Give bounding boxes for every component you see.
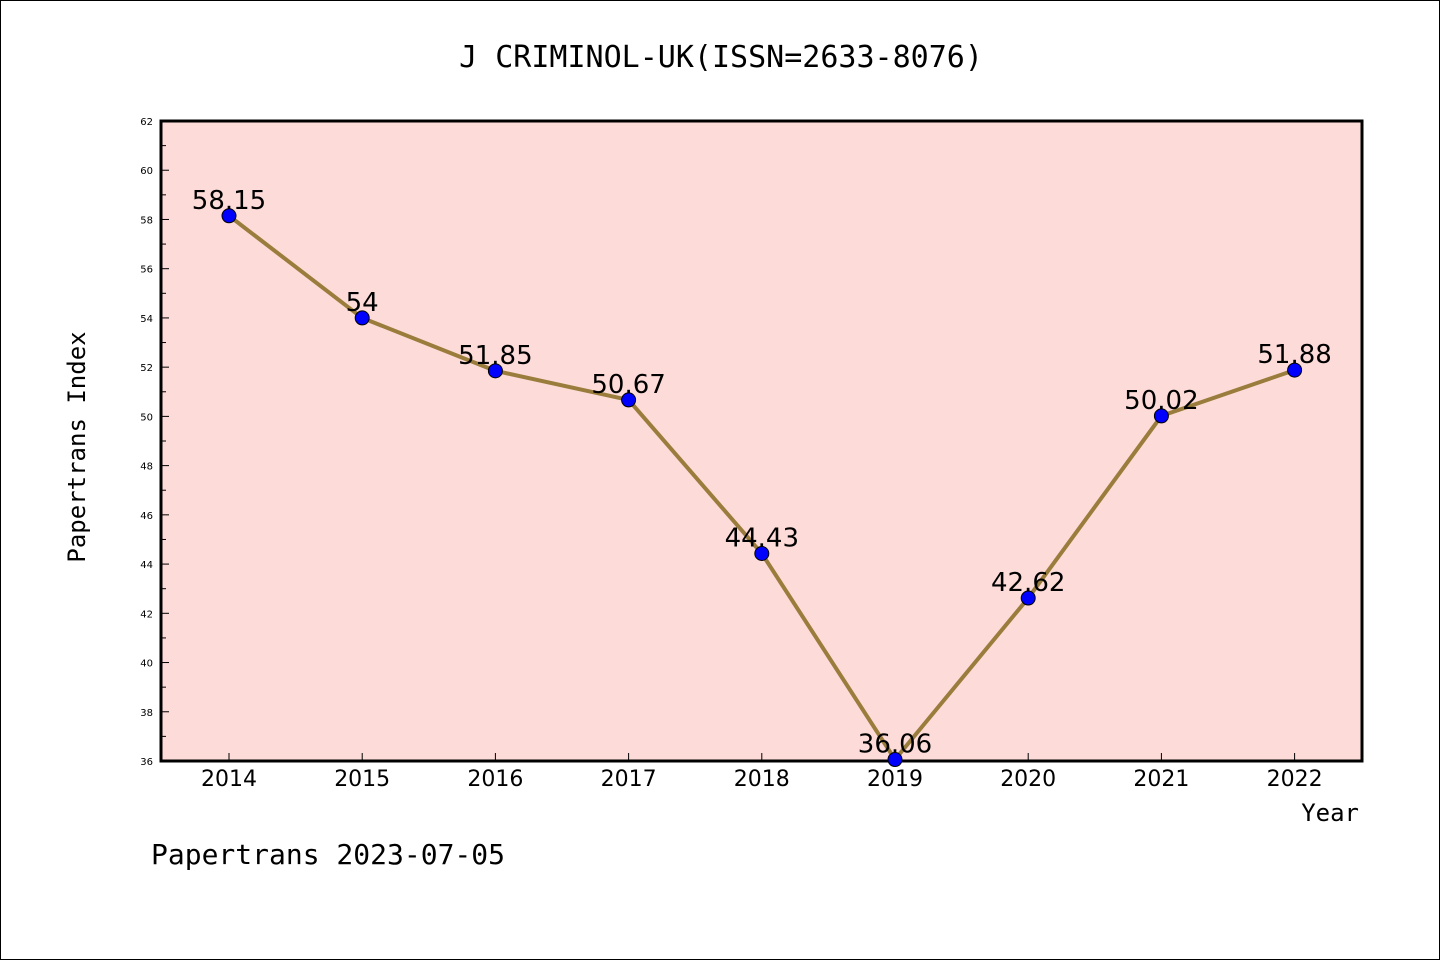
y-tick-label: 62 (140, 117, 153, 128)
y-tick-label: 54 (140, 314, 153, 325)
data-label: 51.88 (1257, 340, 1331, 370)
data-point (1287, 362, 1303, 378)
data-point (487, 363, 503, 379)
y-tick-label: 52 (140, 363, 153, 374)
data-point (1020, 590, 1036, 606)
y-tick-label: 56 (140, 265, 153, 276)
x-tick-label: 2015 (334, 767, 390, 792)
y-axis-label: Papertrans Index (63, 331, 91, 562)
plot-area (159, 119, 1364, 763)
y-axis: 36 38 40 42 44 46 48 50 52 54 56 58 60 62 (140, 117, 169, 768)
data-point (621, 392, 637, 408)
series-group: 58.15 54 51.85 50.67 44.43 36.06 42.62 50.02 51.… (192, 186, 1332, 768)
x-tick-label: 2016 (467, 767, 523, 792)
data-label: 50.67 (591, 370, 665, 400)
data-point (354, 310, 370, 326)
chart-title: J CRIMINOL-UK(ISSN=2633-8076) (459, 40, 983, 75)
data-label: 54 (346, 288, 379, 318)
x-tick-label: 2019 (867, 767, 923, 792)
data-point (1153, 408, 1169, 424)
x-axis: 2014 2015 2016 2017 2018 2019 2020 2021 2022 (201, 753, 1323, 792)
y-tick-label: 58 (140, 215, 153, 226)
data-label: 51.85 (458, 341, 532, 371)
data-label: 42.62 (991, 568, 1065, 598)
data-label: 50.02 (1124, 386, 1198, 416)
y-tick-label: 46 (140, 511, 153, 522)
y-tick-label: 48 (140, 462, 153, 473)
data-label: 44.43 (725, 523, 799, 553)
x-tick-label: 2014 (201, 767, 257, 792)
x-tick-label: 2020 (1000, 767, 1056, 792)
data-point (754, 545, 770, 561)
x-tick-label: 2017 (601, 767, 657, 792)
y-tick-label: 40 (140, 659, 153, 670)
y-tick-label: 60 (140, 166, 153, 177)
y-tick-label: 42 (140, 609, 153, 620)
x-tick-label: 2022 (1267, 767, 1323, 792)
x-tick-label: 2021 (1133, 767, 1189, 792)
data-point (887, 752, 903, 768)
x-tick-label: 2018 (734, 767, 790, 792)
y-tick-label: 36 (140, 757, 153, 768)
y-tick-label: 44 (140, 560, 153, 571)
y-tick-label: 38 (140, 708, 153, 719)
data-label: 58.15 (192, 186, 266, 216)
data-label: 36.06 (858, 730, 932, 760)
data-point (221, 208, 237, 224)
x-axis-label: Year (1301, 799, 1359, 827)
y-tick-label: 50 (140, 412, 153, 423)
footer-text: Papertrans 2023-07-05 (151, 838, 505, 871)
